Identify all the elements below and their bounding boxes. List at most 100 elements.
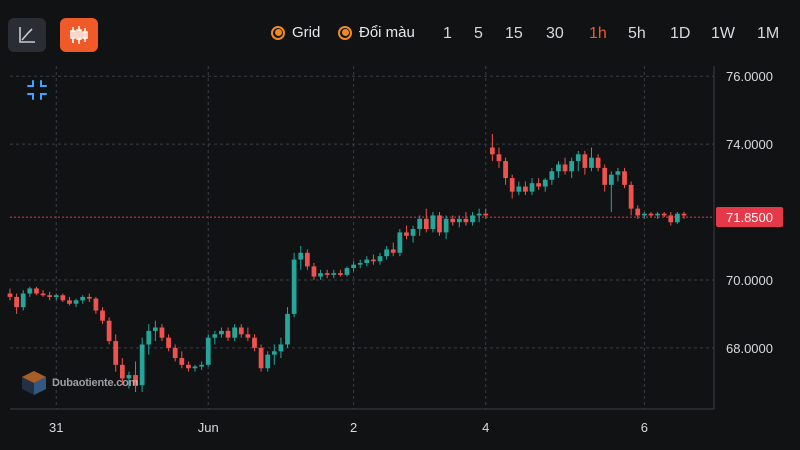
candle-body	[265, 354, 271, 369]
candle	[602, 164, 608, 192]
candle	[371, 254, 376, 265]
candle	[344, 266, 350, 277]
timeframe-1[interactable]: 1	[443, 25, 452, 42]
candle-body	[119, 364, 125, 379]
candle	[456, 215, 462, 228]
timeframe-30[interactable]: 30	[546, 25, 564, 42]
candle	[126, 371, 132, 389]
candle-body	[463, 218, 469, 223]
x-tick-label: 6	[641, 420, 648, 435]
candle-body	[192, 366, 198, 369]
timeframe-15[interactable]: 15	[505, 25, 523, 42]
candle-body	[34, 288, 39, 294]
candle	[536, 178, 542, 190]
candle-body	[324, 273, 330, 275]
candle-body	[529, 183, 535, 192]
color-radio-icon	[338, 25, 352, 40]
candle-body	[139, 344, 145, 386]
candlestick-button[interactable]	[60, 18, 98, 52]
candle-body	[575, 154, 581, 162]
candle	[199, 361, 205, 370]
timeframe-1m[interactable]: 1M	[757, 25, 780, 42]
candle	[443, 215, 449, 240]
toolbar: Grid Đổi màu 1 5 15 30 1h 5h 1D 1W 1M	[0, 0, 800, 66]
candle	[331, 269, 337, 279]
candle	[186, 361, 191, 372]
candle-body	[311, 266, 317, 277]
candle-body	[602, 167, 608, 185]
x-tick-label: 31	[49, 420, 63, 435]
candle-body	[285, 313, 290, 345]
candle-body	[80, 296, 86, 301]
timeframe-1h[interactable]: 1h	[589, 25, 607, 42]
candle	[285, 307, 290, 348]
candle	[40, 290, 46, 297]
candle-body	[351, 264, 356, 269]
candle-body	[212, 334, 218, 338]
collapse-icon[interactable]	[25, 78, 49, 102]
candle-body	[318, 273, 323, 277]
candle	[238, 324, 244, 338]
watermark-logo: Dubaotiente.com	[20, 370, 138, 396]
candle	[549, 167, 555, 185]
candle-body	[93, 298, 99, 311]
candle	[304, 249, 310, 270]
candle	[60, 293, 66, 303]
grid-toggle[interactable]: Grid	[271, 24, 320, 41]
candle	[192, 364, 198, 372]
candle	[73, 298, 79, 308]
candle	[509, 174, 515, 199]
color-toggle[interactable]: Đổi màu	[338, 24, 415, 41]
candle-body	[225, 330, 231, 338]
candle-body	[186, 364, 191, 369]
candle-body	[377, 256, 383, 262]
candle	[86, 293, 92, 303]
candle	[324, 269, 330, 279]
candle-body	[258, 347, 264, 369]
candle-body	[278, 344, 284, 352]
candle-body	[443, 218, 449, 233]
candle	[615, 167, 621, 182]
candle-body	[100, 310, 105, 321]
candle	[397, 229, 403, 257]
timeframe-1d[interactable]: 1D	[670, 25, 691, 42]
line-chart-button[interactable]	[8, 18, 46, 52]
candle	[661, 212, 667, 218]
candle	[152, 320, 158, 342]
candle	[529, 178, 535, 196]
candle-body	[450, 218, 456, 223]
candle-body	[113, 341, 119, 365]
timeframe-1w[interactable]: 1W	[711, 25, 735, 42]
candle-body	[331, 273, 337, 275]
candle-body	[20, 293, 26, 308]
candle	[338, 269, 343, 277]
candle	[47, 291, 53, 301]
candle	[291, 252, 297, 318]
candle	[450, 215, 456, 226]
candle	[219, 327, 224, 338]
candle-body	[106, 320, 112, 342]
candle-body	[655, 213, 660, 216]
candle-body	[509, 178, 515, 192]
candle	[503, 157, 508, 185]
candle	[271, 344, 277, 365]
candle	[265, 351, 271, 372]
candle-body	[549, 171, 555, 180]
candle	[404, 225, 409, 240]
candle	[53, 293, 59, 301]
candle-body	[423, 218, 429, 230]
candle-body	[252, 337, 257, 348]
candle	[166, 334, 171, 352]
candle	[463, 212, 469, 226]
candle	[608, 171, 614, 213]
candle-body	[516, 186, 522, 192]
candle	[14, 293, 19, 314]
candle	[595, 154, 601, 172]
candle-body	[133, 375, 138, 386]
color-label: Đổi màu	[359, 24, 415, 41]
timeframe-5h[interactable]: 5h	[628, 25, 646, 42]
candle-body	[476, 213, 482, 216]
candle-body	[152, 327, 158, 331]
candle-body	[628, 184, 634, 209]
timeframe-5[interactable]: 5	[474, 25, 483, 42]
